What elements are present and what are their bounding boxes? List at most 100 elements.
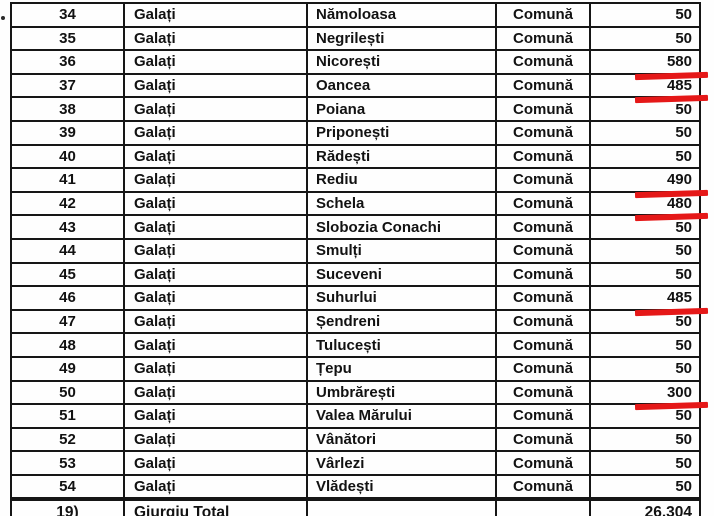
locality-cell: Nicorești [308,51,497,73]
row-number-cell: 46 [12,287,125,309]
table-row: 51 Galați Valea Mărului Comună 50 [12,405,699,429]
table-row: 54 Galați Vlădești Comună 50 [12,475,699,500]
row-number-cell: 54 [12,475,125,498]
county-cell: Galați [125,405,308,427]
locality-type-cell: Comună [497,334,591,356]
locality-type-cell: Comună [497,310,591,333]
table-row: 39 Galați Priponești Comună 50 [12,121,699,146]
locality-cell: Umbrărești [308,381,497,404]
county-cell: Galați [125,4,308,26]
total-label-cell: Giurgiu Total [125,501,308,516]
locality-type-cell: Comună [497,452,591,474]
county-cell: Galați [125,310,308,333]
locality-type-cell: Comună [497,98,591,120]
county-cell: Galați [125,452,308,474]
total-type-cell [497,501,591,516]
value-cell: 50 [675,242,692,260]
county-cell: Galați [125,334,308,356]
total-locality-cell [308,501,497,516]
locality-type-cell: Comună [497,74,591,97]
county-cell: Galați [125,51,308,73]
value-cell: 50 [675,360,692,378]
row-number-cell: 48 [12,334,125,356]
value-cell: 50 [675,218,692,236]
table-row: 43 Galați Slobozia Conachi Comună 50 [12,216,699,240]
locality-type-cell: Comună [497,405,591,427]
value-cell: 50 [675,100,692,118]
table-row: 34 Galați Nămoloasa Comună 50 [12,4,699,28]
row-number-cell: 43 [12,216,125,238]
locality-cell: Tulucești [308,334,497,356]
value-cell: 50 [675,29,692,47]
table-row: 37 Galați Oancea Comună 485 [12,74,699,99]
county-cell: Galați [125,263,308,286]
value-cell: 50 [675,313,692,331]
row-number-cell: 44 [12,239,125,262]
value-cell: 480 [591,193,699,215]
table-row: 53 Galați Vârlezi Comună 50 [12,452,699,476]
row-number-cell: 40 [12,145,125,168]
value-cell: 490 [591,169,699,191]
locality-type-cell: Comună [497,192,591,215]
locality-cell: Vlădești [308,475,497,498]
locality-cell: Schela [308,192,497,215]
table-row: 40 Galați Rădești Comună 50 [12,145,699,170]
value-cell: 50 [675,430,692,448]
locality-cell: Vârlezi [308,452,497,474]
locality-cell: Vânători [308,428,497,451]
locality-cell: Șendreni [308,310,497,333]
locality-type-cell: Comună [497,121,591,144]
locality-type-cell: Comună [497,145,591,168]
locality-cell: Slobozia Conachi [308,216,497,238]
row-number-cell: 50 [12,381,125,404]
county-cell: Galați [125,428,308,451]
row-number-cell: 47 [12,310,125,333]
locality-type-cell: Comună [497,51,591,73]
county-cell: Galați [125,74,308,97]
table-row: 35 Galați Negrilești Comună 50 [12,27,699,52]
locality-type-cell: Comună [497,27,591,50]
locality-type-cell: Comună [497,428,591,451]
locality-cell: Priponești [308,121,497,144]
row-number-cell: 37 [12,74,125,97]
locality-cell: Rediu [308,169,497,191]
total-index-cell: 19) [12,501,125,516]
row-number-cell: 42 [12,192,125,215]
locality-type-cell: Comună [497,381,591,404]
locality-type-cell: Comună [497,287,591,309]
table-row: 38 Galați Poiana Comună 50 [12,98,699,122]
value-cell: 50 [675,478,692,496]
total-value-cell: 26.304 [644,504,692,516]
table-row: 44 Galați Smulți Comună 50 [12,239,699,264]
locality-type-cell: Comună [497,357,591,380]
county-cell: Galați [125,98,308,120]
table-row: 47 Galați Șendreni Comună 50 [12,310,699,335]
table-row: 48 Galați Tulucești Comună 50 [12,334,699,358]
row-number-cell: 52 [12,428,125,451]
row-number-cell: 34 [12,4,125,26]
table-row: 36 Galați Nicorești Comună 580 [12,51,699,75]
localities-table: 34 Galați Nămoloasa Comună 50 35 Galați … [10,2,701,516]
row-number-cell: 53 [12,452,125,474]
table-row: 50 Galați Umbrărești Comună 300 [12,381,699,406]
locality-cell: Țepu [308,357,497,380]
county-cell: Galați [125,27,308,50]
row-number-cell: 51 [12,405,125,427]
county-cell: Galați [125,121,308,144]
value-cell: 50 [675,336,692,354]
county-cell: Galați [125,145,308,168]
value-cell: 300 [591,382,699,404]
locality-cell: Oancea [308,74,497,97]
value-cell: 50 [675,147,692,165]
locality-cell: Valea Mărului [308,405,497,427]
locality-cell: Suhurlui [308,287,497,309]
value-cell: 580 [591,51,699,73]
locality-cell: Suceveni [308,263,497,286]
table-row: 49 Galați Țepu Comună 50 [12,357,699,382]
row-number-cell: 35 [12,27,125,50]
county-cell: Galați [125,192,308,215]
county-cell: Galați [125,216,308,238]
total-row: 19) Giurgiu Total 26.304 [12,499,699,516]
value-cell: 50 [675,265,692,283]
